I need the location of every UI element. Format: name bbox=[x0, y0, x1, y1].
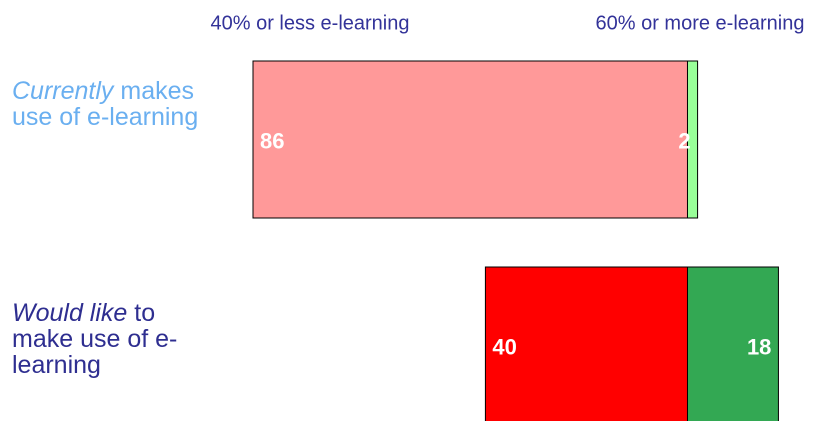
legend-label: 60% or more e-learning bbox=[596, 12, 805, 34]
value-label: 40 bbox=[492, 334, 516, 359]
bar bbox=[252, 60, 688, 219]
category-text: makes use of e-learning bbox=[12, 77, 199, 131]
value-label: 2 bbox=[678, 128, 690, 153]
category-emphasis: Currently bbox=[12, 77, 114, 105]
bar bbox=[686, 266, 779, 421]
bar bbox=[686, 60, 699, 219]
value-label: 86 bbox=[260, 128, 284, 153]
category-label: Would like to make use of e-learning bbox=[12, 300, 202, 378]
value-label: 18 bbox=[747, 334, 771, 359]
category-emphasis: Would like bbox=[12, 299, 128, 327]
legend-label: 40% or less e-learning bbox=[211, 12, 410, 34]
category-label: Currently makes use of e-learning bbox=[12, 78, 202, 130]
category-text: to make use of e-learning bbox=[12, 299, 178, 379]
